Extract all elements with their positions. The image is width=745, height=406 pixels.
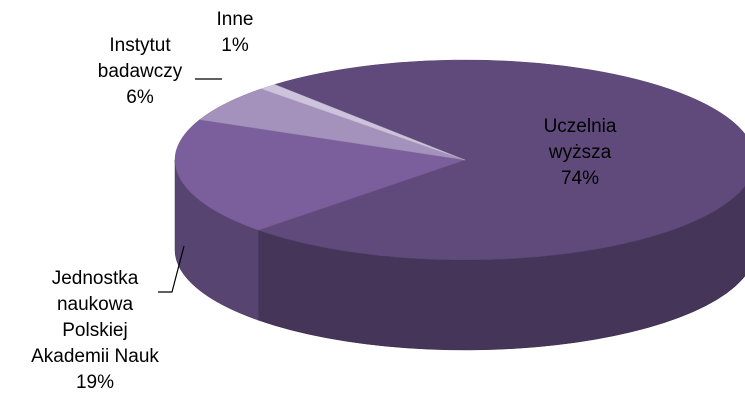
label-name: Inne xyxy=(216,9,254,30)
slice-label: Inne 1% xyxy=(195,7,275,59)
slice-label: Uczelnia wyższa 74% xyxy=(530,114,630,192)
label-value: 19% xyxy=(75,372,115,393)
slice xyxy=(257,59,745,261)
label-value: 6% xyxy=(126,87,154,108)
label-value: 74% xyxy=(560,168,600,189)
label-name: Instytut badawczy xyxy=(97,35,183,82)
label-name: Uczelnia wyższa xyxy=(543,116,617,163)
tops xyxy=(174,59,745,261)
label-value: 1% xyxy=(221,35,249,56)
slice-label: Instytut badawczy 6% xyxy=(90,33,190,111)
leader-line xyxy=(158,245,185,293)
slice-label: Jednostka naukowa Polskiej Akademii Nauk… xyxy=(23,266,167,396)
label-name: Jednostka naukowa Polskiej Akademii Nauk xyxy=(31,268,159,367)
slice xyxy=(260,84,466,161)
slice xyxy=(174,119,466,231)
